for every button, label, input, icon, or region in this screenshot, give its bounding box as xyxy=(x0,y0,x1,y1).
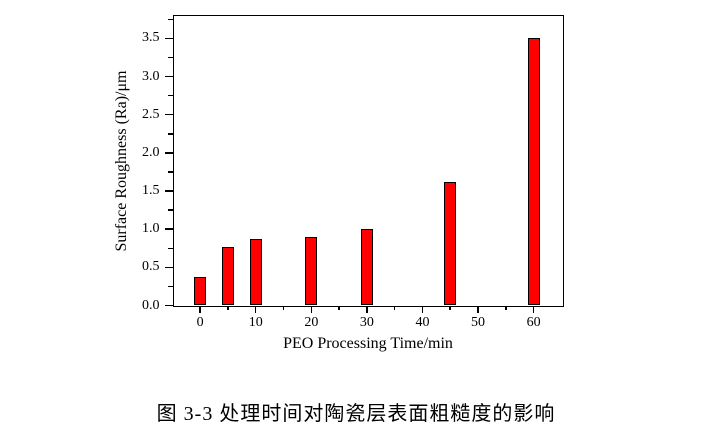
x-axis-minor-tick xyxy=(282,305,285,310)
y-axis-major-tick xyxy=(164,266,173,269)
x-axis-minor-tick xyxy=(449,305,451,310)
x-axis-major-tick xyxy=(310,305,313,313)
y-axis-tick-label: 0.0 xyxy=(142,297,160,313)
bar-5min xyxy=(221,246,234,306)
x-axis-minor-tick xyxy=(505,305,507,310)
x-axis-major-tick xyxy=(254,305,257,313)
x-axis-minor-tick xyxy=(338,305,340,310)
x-axis-major-tick xyxy=(199,305,201,313)
y-axis-title: Surface Roughness (Ra)/μm xyxy=(113,70,130,252)
x-axis-major-tick xyxy=(477,305,479,313)
y-axis-major-tick xyxy=(164,190,173,192)
x-axis-tick-label: 0 xyxy=(196,314,204,330)
y-axis-tick-label: 3.0 xyxy=(142,68,160,84)
bar-45min xyxy=(444,181,457,306)
y-axis-major-tick xyxy=(164,304,173,307)
x-axis-minor-tick xyxy=(393,305,396,310)
y-axis-minor-tick xyxy=(167,285,173,288)
y-axis-minor-tick xyxy=(167,94,173,97)
y-axis-major-tick xyxy=(164,113,173,116)
x-axis-title: PEO Processing Time/min xyxy=(283,335,453,352)
plot-area: 0 10 20 30 40 50 60 0.0 0.5 1.0 1.5 2.0 2.5 3.0 3.5 xyxy=(142,14,564,329)
y-axis-major-tick xyxy=(164,75,173,78)
bar-10min xyxy=(249,239,262,306)
x-axis-tick-label: 10 xyxy=(248,314,263,330)
y-axis-major-tick xyxy=(164,152,173,154)
y-axis-minor-tick xyxy=(167,209,173,211)
y-axis-major-tick xyxy=(164,37,173,40)
x-axis-tick-label: 60 xyxy=(526,314,541,330)
y-axis-tick-label: 1.5 xyxy=(142,183,160,199)
x-axis-tick-label: 20 xyxy=(304,314,319,330)
figure-caption: 图 3-3 处理时间对陶瓷层表面粗糙度的影响 xyxy=(156,403,556,425)
x-axis-minor-tick xyxy=(227,305,229,310)
y-axis-minor-tick xyxy=(167,133,173,135)
y-axis-minor-tick xyxy=(167,18,173,21)
y-axis-tick-label: 1.0 xyxy=(142,221,160,237)
y-axis-tick-label: 2.0 xyxy=(142,144,160,160)
x-axis-tick-label: 30 xyxy=(359,314,374,330)
bar-60min xyxy=(527,38,540,306)
x-axis-major-tick xyxy=(421,305,424,313)
y-axis-minor-tick xyxy=(167,247,173,249)
x-axis-major-tick xyxy=(532,305,535,313)
y-axis-tick-label: 3.5 xyxy=(142,30,160,46)
x-axis-major-tick xyxy=(366,305,368,313)
bar-0min xyxy=(194,277,207,306)
x-axis-tick-label: 50 xyxy=(471,314,486,330)
y-axis-tick-label: 2.5 xyxy=(142,106,160,122)
x-axis-tick-label: 40 xyxy=(415,314,430,330)
y-axis-major-tick xyxy=(164,228,173,230)
y-axis-minor-tick xyxy=(167,56,173,59)
bar-30min xyxy=(360,229,373,306)
y-axis-tick-label: 0.5 xyxy=(142,259,160,275)
y-axis-minor-tick xyxy=(167,171,173,173)
bar-20min xyxy=(305,236,318,306)
